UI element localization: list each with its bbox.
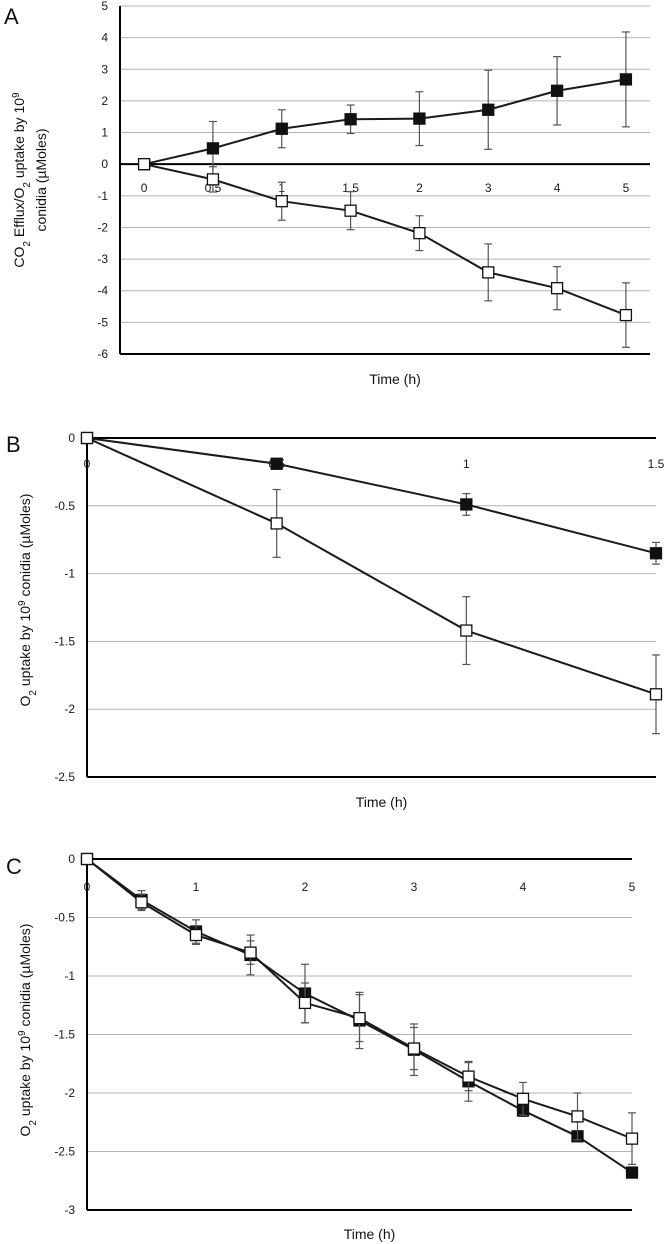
data-point-open-square (275, 195, 288, 208)
y-axis-title: O2 uptake by 109 conidia (µMoles) (17, 924, 39, 1137)
data-point-open-square (206, 173, 220, 186)
y-axis-title: O2 uptake by 109 conidia (µMoles) (17, 494, 39, 707)
y-tick-label: -3 (64, 1203, 75, 1217)
series-line-1 (143, 163, 627, 317)
data-point-open-square (135, 896, 148, 909)
series-line-1 (86, 437, 657, 696)
y-tick-label: 0 (101, 157, 108, 171)
y-tick-label: 3 (101, 62, 108, 76)
data-point-open-square (298, 996, 312, 1010)
panel-letter: B (6, 432, 21, 457)
y-axis-title: CO2 Efflux/O2 uptake by 109 (11, 92, 33, 268)
data-point-open-square (407, 1042, 421, 1055)
y-tick-label: -2 (97, 220, 108, 234)
data-point-open-square (353, 1011, 366, 1025)
x-tick-label: 2 (416, 181, 423, 195)
data-point-filled-square (649, 547, 663, 560)
data-point-open-square (462, 1070, 475, 1083)
y-tick-label: -4 (97, 284, 108, 298)
x-tick-label: 4 (520, 880, 527, 894)
x-tick-label: 2 (302, 880, 309, 894)
y-tick-label: 2 (101, 94, 108, 108)
data-point-open-square (619, 308, 633, 322)
y-tick-label: -2 (64, 702, 75, 716)
panel-letter: C (6, 854, 22, 879)
y-tick-label: 5 (101, 0, 108, 13)
data-point-filled-square (206, 142, 220, 155)
y-tick-label: -1 (64, 567, 75, 581)
x-tick-label: 5 (623, 181, 630, 195)
x-tick-label: 1.5 (342, 181, 359, 195)
data-point-open-square (270, 517, 283, 530)
y-tick-label: -2.5 (54, 1145, 75, 1159)
y-tick-label: -3 (97, 252, 108, 266)
y-tick-label: -1 (64, 969, 75, 983)
y-tick-label: -6 (97, 347, 108, 361)
y-tick-label: -1.5 (54, 1028, 75, 1042)
data-point-open-square (649, 688, 663, 701)
data-point-filled-square (550, 84, 564, 97)
data-point-open-square (244, 946, 257, 959)
y-tick-label: 4 (101, 31, 108, 45)
data-point-open-square (550, 282, 564, 295)
x-tick-label: 0 (141, 181, 148, 195)
data-point-filled-square (413, 112, 426, 125)
x-tick-label: 1 (193, 880, 200, 894)
data-point-filled-square (270, 457, 283, 470)
data-point-open-square (344, 204, 357, 217)
data-point-filled-square (482, 103, 495, 116)
x-tick-label: 4 (554, 181, 561, 195)
data-point-open-square (80, 431, 94, 445)
y-tick-label: 0 (68, 431, 75, 445)
x-tick-label: 0 (84, 457, 91, 471)
data-point-open-square (189, 928, 203, 942)
x-tick-label: 1.5 (648, 457, 665, 471)
x-tick-label: 3 (411, 880, 418, 894)
data-point-filled-square (344, 113, 357, 126)
chart-panel-C: 0 -0.5 -1 -1.5 -2 -2.5 -3 0 1 2 3 4 5 C Time (h) O2 upt… (6, 852, 639, 1242)
y-tick-label: -5 (97, 315, 108, 329)
y-tick-label: 1 (101, 126, 108, 140)
y-tick-label: -2.5 (54, 770, 75, 784)
x-tick-label: 5 (629, 880, 636, 894)
data-point-open-square (137, 158, 151, 171)
series-line-0 (143, 78, 627, 166)
y-tick-label: 0 (68, 852, 75, 866)
data-point-open-square (516, 1092, 530, 1105)
x-axis-title: Time (h) (356, 794, 408, 810)
data-point-open-square (571, 1110, 584, 1123)
x-axis-title: Time (h) (369, 371, 421, 387)
data-point-open-square (80, 852, 94, 866)
y-tick-label: -1.5 (54, 634, 75, 648)
series-line-0 (86, 437, 657, 555)
data-point-open-square (625, 1132, 639, 1145)
data-point-open-square (482, 266, 495, 279)
data-point-filled-square (275, 122, 288, 135)
x-tick-label: 3 (485, 181, 492, 195)
data-point-open-square (413, 226, 426, 240)
x-tick-label: 1 (463, 457, 470, 471)
y-tick-label: -0.5 (54, 911, 75, 925)
data-point-filled-square (619, 73, 633, 86)
x-tick-label: 0 (84, 880, 91, 894)
y-tick-label: -0.5 (54, 499, 75, 513)
data-point-filled-square (460, 498, 473, 511)
x-axis-title: Time (h) (344, 1226, 396, 1242)
y-tick-label: -2 (64, 1086, 75, 1100)
y-tick-label: -1 (97, 189, 108, 203)
panel-letter: A (4, 4, 19, 29)
data-point-open-square (460, 624, 473, 637)
data-point-filled-square (625, 1166, 639, 1179)
y-axis-title: conidia (µMoles) (33, 129, 49, 232)
